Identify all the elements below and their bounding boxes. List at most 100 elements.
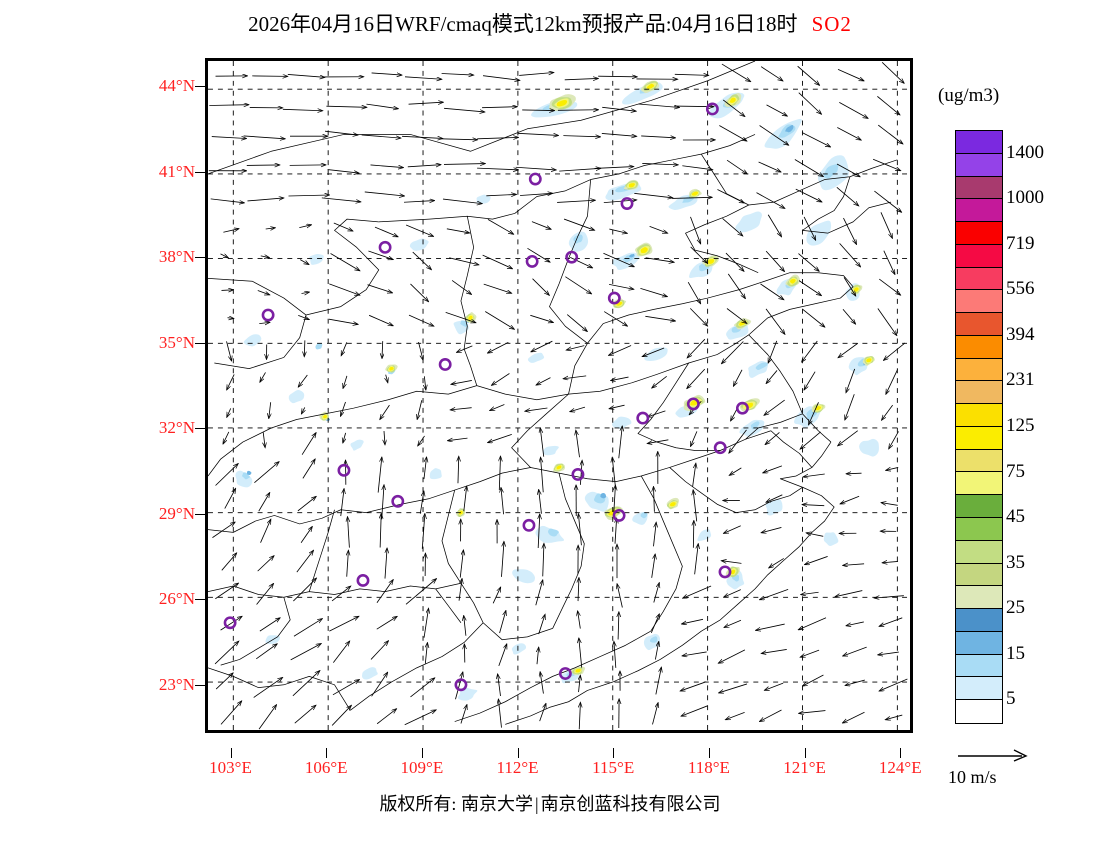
city-marker[interactable] [337,463,351,477]
lat-tick-label: 26°N [158,589,195,609]
city-marker[interactable] [705,102,719,116]
wind-vector [410,678,434,698]
species-label: SO2 [811,12,852,36]
lon-tick-label: 121°E [783,758,826,777]
city-marker[interactable] [378,240,392,254]
wind-vector [682,651,707,656]
city-marker-layer [223,102,749,692]
concentration-contour [389,366,394,371]
wind-vector [768,340,778,363]
wind-vector [515,166,556,170]
boundary-line [208,509,367,533]
wind-vector [615,518,617,544]
city-marker[interactable] [261,308,275,322]
wind-vector [722,561,742,564]
city-marker[interactable] [607,291,621,305]
concentration-contour [542,445,560,456]
city-marker[interactable] [356,573,370,587]
wind-vector [485,311,514,329]
wind-vector [536,377,551,385]
city-marker[interactable] [571,468,585,481]
wind-vector [442,198,482,204]
wind-vector [260,372,266,382]
lat-tick-label: 44°N [158,76,195,96]
concentration-contour [288,389,305,404]
boundary-line [208,582,462,598]
wind-vector [441,139,477,140]
wind-vector [806,533,824,537]
wind-vector [843,646,867,656]
wind-vector [641,135,675,138]
wind-vector [487,219,514,234]
wind-vector [448,437,468,441]
city-marker[interactable] [735,401,749,415]
wind-vector [652,703,659,725]
colorbar-tick-label: 5 [1006,688,1016,710]
wind-vector [531,221,551,230]
concentration-contour [750,421,760,430]
wind-vector [838,430,858,446]
city-marker[interactable] [558,667,572,680]
concentration-contour [866,358,872,363]
concentration-contour [350,439,365,451]
city-marker[interactable] [223,616,237,630]
wind-vector [872,158,900,170]
city-marker[interactable] [525,254,539,268]
wind-vector [578,578,579,602]
wind-vector [566,314,587,332]
wind-vector [332,641,349,663]
wind-vector [214,641,239,665]
colorbar-band [956,358,1002,382]
wind-vector [836,163,860,177]
lat-tick-label: 41°N [158,161,195,181]
city-marker[interactable] [391,494,405,508]
wind-vector [294,705,316,724]
wind-vector [463,486,467,512]
lon-tick-label: 118°E [687,758,730,777]
wind-vector [486,194,516,195]
city-marker[interactable] [454,678,468,692]
wind-vector [424,376,425,390]
wind-vector [543,544,544,577]
wind-vector [220,253,228,258]
wind-vector [343,432,346,443]
wind-vector [410,283,428,302]
city-marker[interactable] [438,358,452,371]
colorbar[interactable] [955,130,1003,724]
wind-vector [488,433,512,442]
city-marker[interactable] [686,397,700,411]
city-marker[interactable] [528,172,542,186]
boundary-line [549,179,592,344]
city-marker[interactable] [565,250,579,264]
city-marker[interactable] [713,441,727,455]
city-marker[interactable] [522,518,536,532]
wind-vector [380,514,381,548]
wind-vector [445,311,476,322]
wind-vector [802,308,825,327]
wind-scale-label: 10 m/s [948,767,997,787]
wind-vector [367,284,393,293]
wind-vector [579,675,581,693]
wind-vector [482,254,513,268]
forecast-map-panel[interactable] [205,58,913,733]
wind-vector [501,542,503,577]
city-marker[interactable] [620,197,634,210]
city-marker[interactable] [718,565,732,579]
wind-vector [801,132,830,146]
footer-copyright: 版权所有: 南京大学 [379,794,533,814]
city-marker[interactable] [612,508,626,522]
city-marker[interactable] [636,411,650,425]
wind-vector [846,473,862,474]
lon-tickmark [708,748,710,758]
wind-vector [767,214,781,237]
concentration-contour [527,352,545,363]
lon-tickmark [326,748,328,758]
boundary-line [637,362,721,451]
wind-vector [883,250,895,275]
wind-vector [649,226,668,233]
wind-vector [722,218,743,235]
wind-vector [527,247,549,262]
boundary-line [476,354,718,401]
concentration-contour [556,465,562,470]
wind-vector [386,374,388,383]
